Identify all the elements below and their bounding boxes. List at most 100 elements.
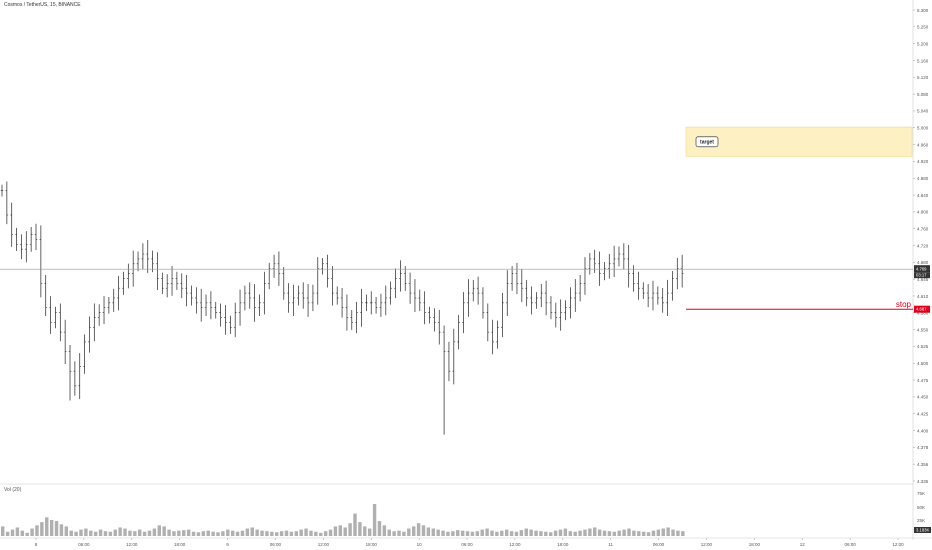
y-tick-label: 4.400 — [917, 428, 929, 433]
volume-bar — [397, 530, 401, 536]
volume-bar — [226, 529, 230, 536]
x-tick-label: 18:00 — [557, 542, 569, 547]
volume-bar — [260, 530, 264, 536]
volume-bar — [602, 530, 607, 536]
volume-bar — [524, 528, 528, 536]
x-tick-label: 12 — [800, 542, 806, 547]
volume-bar — [255, 529, 259, 536]
volume-bar — [74, 531, 78, 536]
volume-bar — [681, 531, 685, 536]
y-tick-label: 4.356 — [917, 462, 929, 467]
volume-bar — [544, 531, 548, 536]
volume-bar — [323, 531, 328, 536]
volume-bar — [270, 531, 274, 536]
x-tick-label: 18:00 — [749, 542, 761, 547]
volume-bar — [333, 526, 338, 536]
volume-bar — [84, 528, 88, 536]
stop-label: stop — [896, 300, 912, 309]
volume-bar — [597, 529, 602, 536]
x-tick-label: 06:00 — [461, 542, 473, 547]
volume-bar — [490, 530, 494, 536]
target-label: target — [700, 139, 714, 145]
y-tick-label: 4.500 — [917, 361, 929, 366]
volume-bar — [573, 531, 577, 536]
volume-bar — [646, 532, 651, 536]
volume-bar — [363, 526, 367, 536]
volume-bar — [588, 528, 592, 536]
countdown-tag — [914, 272, 930, 279]
x-tick-label: 8 — [35, 542, 38, 547]
volume-bar — [196, 532, 201, 536]
volume-bar — [593, 527, 597, 536]
y-tick-label: 5.160 — [917, 58, 929, 63]
x-tick-label: 11 — [608, 542, 613, 547]
volume-bar — [265, 531, 269, 536]
volume-bar — [421, 525, 426, 536]
volume-bar — [157, 525, 161, 536]
y-tick-label: 4.610 — [917, 294, 929, 299]
target-label-box — [695, 136, 719, 148]
volume-bar — [147, 530, 152, 536]
chart-title: Cosmos / TetherUS, 15, BINANCE — [4, 2, 81, 8]
y-tick-label: 4.335 — [917, 479, 929, 484]
volume-bar — [138, 529, 142, 536]
volume-bar — [182, 530, 186, 536]
volume-bar — [475, 531, 480, 536]
volume-bar — [651, 530, 656, 536]
target-zone — [685, 126, 913, 157]
x-tick-label: 12:00 — [701, 542, 713, 547]
volume-bar — [637, 531, 641, 536]
volume-bar — [578, 530, 582, 536]
volume-bar — [343, 527, 347, 536]
volume-bar — [221, 531, 225, 536]
volume-bar — [142, 531, 147, 536]
y-tick-label: 4.645 — [917, 277, 929, 282]
volume-bar — [309, 530, 313, 536]
volume-bar — [172, 531, 176, 536]
volume-bar — [108, 531, 113, 536]
volume-bar — [79, 529, 83, 536]
y-tick-label: 5.040 — [917, 109, 929, 114]
volume-bar — [304, 528, 308, 536]
volume-bar — [641, 531, 646, 536]
volume-axis-label: 25K — [917, 518, 925, 523]
stop-price-tag — [914, 305, 930, 313]
volume-bar — [284, 530, 289, 536]
volume-bar — [382, 525, 387, 536]
volume-bar — [514, 531, 519, 536]
volume-bar — [485, 528, 489, 536]
y-tick-label: 4.680 — [917, 260, 929, 265]
x-tick-label: 06:00 — [270, 542, 282, 547]
volume-bar — [45, 517, 49, 536]
volume-label: Vol (20) — [4, 487, 22, 493]
volume-bar — [465, 531, 470, 536]
volume-bar — [456, 530, 460, 536]
volume-bar — [446, 531, 450, 536]
y-tick-label: 4.580 — [917, 311, 929, 316]
y-tick-label: 4.800 — [917, 210, 929, 215]
volume-bar — [328, 529, 333, 536]
volume-bar — [412, 526, 416, 536]
volume-bar — [230, 530, 235, 536]
volume-bar — [15, 527, 20, 536]
volume-bar — [451, 531, 455, 536]
volume-bar — [118, 527, 122, 536]
volume-bar — [216, 532, 220, 536]
volume-bar — [69, 530, 73, 536]
volume-bar — [103, 531, 108, 536]
volume-bar — [627, 528, 631, 536]
volume-bar — [25, 532, 29, 536]
volume-bar — [402, 531, 406, 536]
volume-bar — [666, 527, 670, 536]
volume-bar — [206, 530, 210, 536]
volume-bar — [504, 529, 509, 536]
volume-bar — [167, 529, 171, 536]
ohlc-bars — [0, 181, 684, 435]
x-tick-label: 18:00 — [174, 542, 186, 547]
volume-bar — [553, 530, 558, 536]
x-tick-label: 12:00 — [509, 542, 521, 547]
time-axis[interactable]: 8 06:00 12:00 18:00 9 06:00 12:00 18:00 10 06:00 1… — [35, 538, 904, 547]
volume-bar — [549, 532, 553, 536]
volume-bar — [470, 531, 475, 536]
